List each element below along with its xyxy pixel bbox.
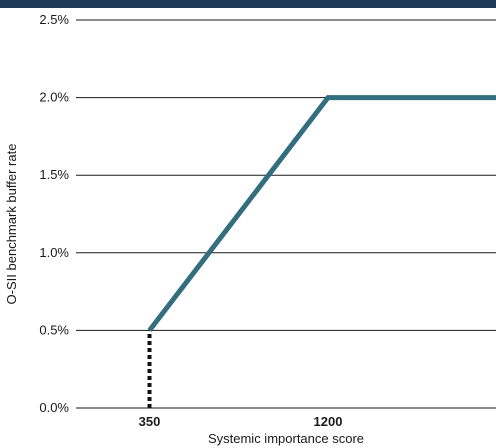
x-tick-label-1: 1200 xyxy=(314,414,343,429)
gridlines xyxy=(76,19,496,409)
series-layer xyxy=(147,95,496,408)
x-axis-tick-labels: 350 1200 xyxy=(139,414,343,429)
top-color-band xyxy=(0,0,496,8)
y-tick-label-4: 2.0% xyxy=(39,90,69,105)
series-line-0 xyxy=(147,95,496,332)
y-tick-label-2: 1.0% xyxy=(39,245,69,260)
y-tick-label-1: 0.5% xyxy=(39,322,69,337)
x-tick-label-0: 350 xyxy=(139,414,161,429)
y-tick-label-0: 0.0% xyxy=(39,400,69,415)
y-tick-label-3: 1.5% xyxy=(39,167,69,182)
y-axis-tick-labels: 0.0% 0.5% 1.0% 1.5% 2.0% 2.5% xyxy=(39,12,69,415)
y-axis-title: O-SII benchmark buffer rate xyxy=(4,144,19,305)
y-tick-label-5: 2.5% xyxy=(39,12,69,27)
x-axis-title: Systemic importance score xyxy=(208,431,364,446)
